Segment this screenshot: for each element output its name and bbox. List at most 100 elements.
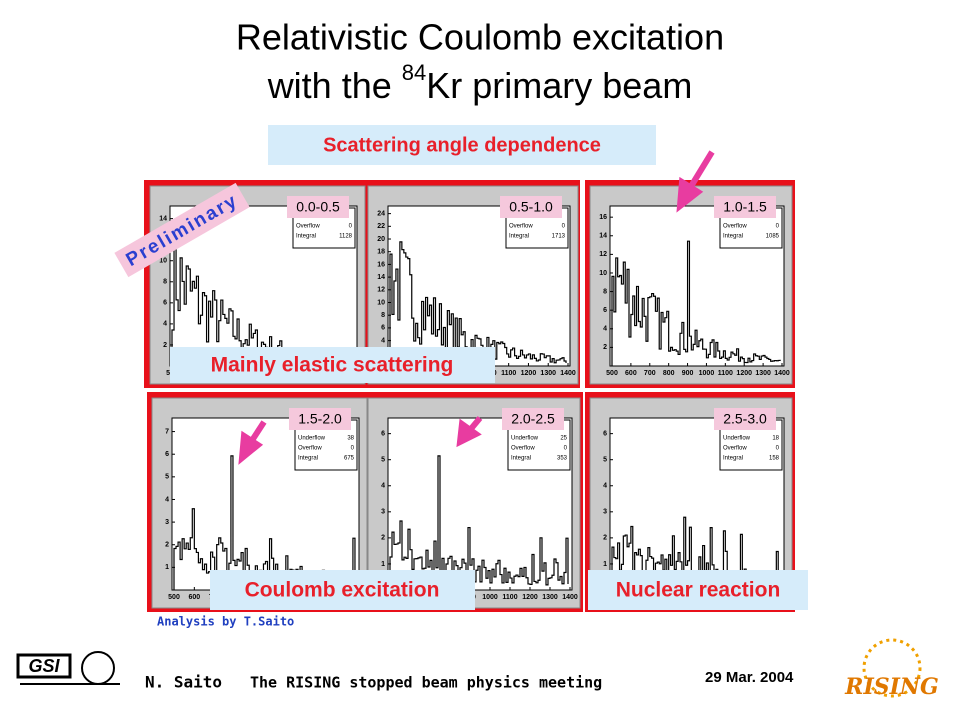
stats-label: Underflow: [511, 436, 539, 442]
x-tick-label: 1400: [774, 370, 790, 377]
title-part: with the: [267, 65, 402, 106]
x-tick-label: 600: [188, 594, 200, 601]
y-tick-label: 7: [165, 428, 169, 435]
x-tick-label: 1200: [521, 370, 537, 377]
arrow-head: [676, 176, 704, 213]
stats-label: Overflow: [723, 224, 747, 230]
annotation-box: [588, 570, 808, 610]
y-tick-label: 8: [603, 288, 607, 295]
y-tick-label: 20: [377, 236, 385, 243]
y-tick-label: 5: [603, 457, 607, 464]
subtitle-box: [268, 125, 656, 165]
annotation: Coulomb excitation: [245, 579, 440, 602]
range-label: 0.5-1.0: [509, 199, 553, 215]
stats-value: 0: [564, 446, 568, 452]
y-tick-label: 3: [381, 509, 385, 516]
histogram: [389, 455, 569, 590]
stats-value: 0: [562, 224, 566, 230]
y-tick-label: 24: [377, 210, 385, 217]
y-tick-label: 22: [377, 223, 385, 230]
x-tick-label: 900: [682, 370, 694, 377]
y-tick-label: 14: [377, 274, 385, 281]
title-line1: Relativistic Coulomb excitation: [236, 17, 724, 58]
stats-label: Integral: [511, 456, 531, 462]
x-tick-label: 1200: [522, 594, 538, 601]
y-tick-label: 3: [603, 509, 607, 516]
x-tick-label: 600: [625, 370, 637, 377]
stats-value: 0: [351, 446, 355, 452]
y-tick-label: 10: [377, 299, 385, 306]
footer-author: N. Saito: [145, 673, 222, 692]
y-tick-label: 2: [165, 542, 169, 549]
y-tick-label: 6: [381, 430, 385, 437]
x-tick-label: 1200: [736, 370, 752, 377]
y-tick-label: 8: [381, 312, 385, 319]
y-tick-label: 2: [603, 535, 607, 542]
x-tick-label: 1000: [699, 370, 715, 377]
x-tick-label: 1100: [502, 594, 517, 601]
range-label: 2.5-3.0: [723, 411, 767, 427]
y-tick-label: 10: [599, 270, 607, 277]
histogram: [389, 241, 567, 366]
stats-label: Underflow: [723, 436, 751, 442]
y-tick-label: 5: [381, 457, 385, 464]
y-tick-label: 4: [163, 321, 167, 328]
y-tick-label: 14: [159, 215, 167, 222]
title-part: Kr primary beam: [426, 65, 692, 106]
title-line2: with the 84Kr primary beam: [267, 60, 693, 106]
stats-label: Overflow: [511, 446, 535, 452]
y-tick-label: 16: [377, 261, 385, 268]
range-box: [714, 408, 776, 430]
x-tick-label: 1000: [482, 594, 498, 601]
stats-label: Overflow: [296, 224, 320, 230]
stamp-bg: [114, 182, 250, 278]
stats-value: 0: [776, 446, 780, 452]
range-label: 1.0-1.5: [723, 199, 767, 215]
stats-value: 353: [557, 456, 568, 462]
panel: 5006007008009001000110012001300140024681…: [149, 185, 366, 385]
footer-date: 29 Mar. 2004: [705, 669, 794, 686]
annotation-box: [170, 347, 495, 383]
y-tick-label: 1: [603, 561, 607, 568]
y-tick-label: 14: [599, 233, 607, 240]
y-tick-label: 2: [603, 344, 607, 351]
logo-text: GSI: [28, 656, 60, 676]
y-tick-label: 12: [377, 287, 385, 294]
footer-meeting: The RISING stopped beam physics meeting: [250, 674, 602, 692]
stats-value: 38: [347, 436, 354, 442]
arrows: [238, 150, 715, 465]
stats-value: 25: [560, 436, 567, 442]
x-tick-label: 1300: [542, 594, 558, 601]
x-tick-label: 1100: [501, 370, 516, 377]
annotation: Mainly elastic scattering: [211, 354, 454, 377]
y-tick-label: 8: [163, 279, 167, 286]
range-label: 2.0-2.5: [511, 411, 555, 427]
y-tick-label: 4: [381, 337, 385, 344]
range-box: [287, 196, 349, 218]
stats-label: Integral: [298, 456, 318, 462]
y-tick-label: 4: [381, 483, 385, 490]
x-tick-label: 700: [644, 370, 656, 377]
stats-value: 158: [769, 456, 780, 462]
rising-logo: RISING: [844, 638, 939, 700]
annotation-box: [210, 570, 475, 610]
range-label: 1.5-2.0: [298, 411, 342, 427]
y-tick-label: 2: [163, 342, 167, 349]
x-tick-label: 800: [663, 370, 675, 377]
x-tick-label: 1100: [718, 370, 733, 377]
stats-label: Overflow: [723, 446, 747, 452]
stats-label: Underflow: [298, 436, 326, 442]
stats-label: Integral: [723, 234, 743, 240]
stats-value: 1085: [766, 234, 780, 240]
range-label: 0.0-0.5: [296, 199, 340, 215]
logo-text: RISING: [844, 674, 939, 700]
x-tick-label: 1300: [755, 370, 771, 377]
y-tick-label: 1: [381, 561, 385, 568]
stats-label: Overflow: [298, 446, 322, 452]
x-tick-label: 1300: [540, 370, 556, 377]
arrow-head: [238, 430, 264, 465]
subtitle: Scattering angle dependence: [323, 134, 601, 156]
x-tick-label: 500: [168, 594, 180, 601]
